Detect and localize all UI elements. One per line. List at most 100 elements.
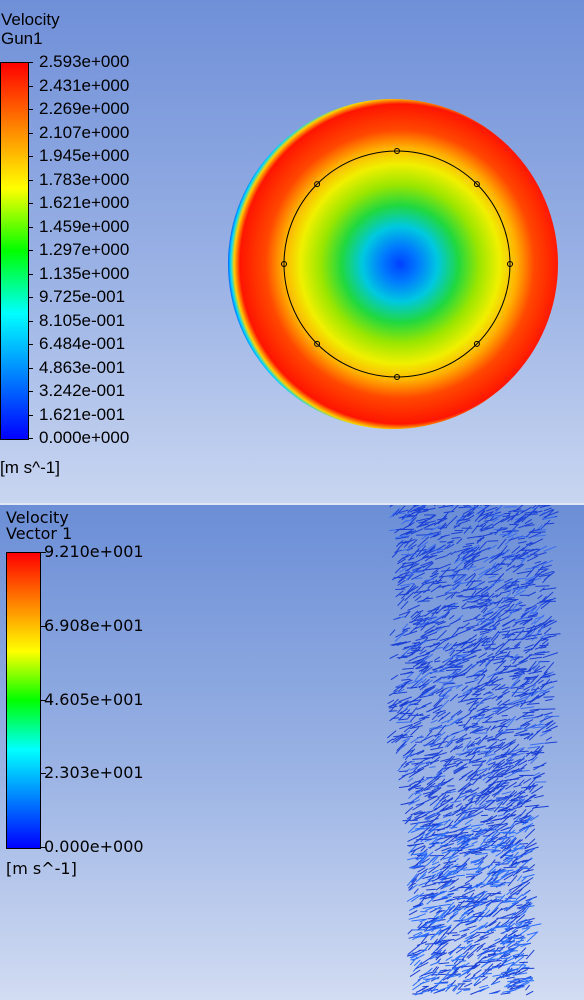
- velocity-vector: [400, 535, 411, 538]
- vector-tick-mark: [40, 552, 46, 553]
- velocity-vector: [450, 800, 462, 804]
- velocity-vector: [412, 757, 428, 760]
- velocity-vector: [472, 969, 482, 976]
- contour-tick-label: 1.459e+000: [39, 216, 130, 236]
- contour-tick-label: 1.135e+000: [39, 263, 130, 283]
- velocity-vector: [447, 541, 454, 544]
- velocity-vector-plot: [386, 505, 561, 996]
- velocity-vector: [496, 797, 508, 803]
- velocity-vector: [442, 766, 451, 773]
- velocity-vector: [490, 980, 501, 986]
- velocity-vector: [512, 953, 522, 957]
- velocity-vector: [440, 911, 449, 921]
- velocity-vector: [435, 952, 448, 959]
- velocity-vector: [451, 819, 463, 828]
- velocity-vector: [496, 779, 509, 790]
- velocity-vector: [452, 575, 460, 584]
- velocity-vector: [426, 926, 435, 932]
- velocity-vector: [529, 742, 545, 746]
- velocity-vector: [501, 549, 511, 557]
- velocity-vector: [494, 962, 502, 968]
- velocity-vector: [516, 699, 525, 708]
- velocity-vector: [442, 762, 457, 767]
- velocity-vector: [480, 585, 493, 595]
- velocity-vector: [477, 734, 488, 746]
- velocity-vector: [527, 746, 540, 749]
- velocity-vector: [452, 649, 464, 658]
- velocity-vector: [455, 683, 463, 689]
- velocity-vector: [497, 761, 513, 769]
- velocity-vector: [463, 804, 473, 814]
- velocity-vector: [507, 979, 521, 989]
- contour-panel: Velocity Gun1 2.593e+000 2.431e+000 2.269e…: [0, 0, 584, 505]
- velocity-vector: [521, 980, 535, 982]
- velocity-vector: [425, 855, 438, 867]
- vector-title-line1: Velocity: [6, 508, 69, 527]
- velocity-vector: [535, 585, 550, 587]
- velocity-vector: [436, 544, 446, 551]
- velocity-vector: [483, 554, 495, 563]
- velocity-vector: [521, 691, 535, 697]
- velocity-vector: [431, 526, 440, 531]
- velocity-vector: [445, 956, 453, 962]
- velocity-vector: [469, 725, 484, 734]
- velocity-vector: [412, 961, 423, 972]
- velocity-vector: [449, 693, 459, 702]
- velocity-vector: [470, 860, 481, 864]
- velocity-vector: [531, 687, 540, 691]
- velocity-vector: [460, 844, 475, 850]
- velocity-vector: [475, 702, 485, 706]
- velocity-vector: [416, 610, 424, 614]
- velocity-vector: [435, 832, 448, 843]
- velocity-vector: [517, 875, 523, 882]
- velocity-vector: [443, 926, 452, 936]
- velocity-vector: [434, 982, 448, 984]
- velocity-vector: [488, 762, 496, 771]
- velocity-vector: [477, 570, 489, 580]
- velocity-vector: [417, 867, 426, 873]
- velocity-vector: [410, 506, 420, 513]
- velocity-vector: [487, 601, 495, 604]
- velocity-vector: [491, 683, 501, 691]
- velocity-vector: [496, 513, 505, 518]
- velocity-vector: [416, 510, 429, 514]
- velocity-vector: [434, 907, 443, 910]
- velocity-vector: [533, 552, 547, 557]
- velocity-vector: [418, 714, 431, 720]
- velocity-vector: [485, 656, 496, 668]
- velocity-vector: [499, 590, 511, 594]
- contour-title: Velocity Gun1: [1, 10, 60, 48]
- velocity-vector: [445, 964, 457, 967]
- velocity-vector: [479, 523, 487, 531]
- velocity-vector: [416, 618, 423, 627]
- velocity-vector: [398, 571, 411, 583]
- velocity-vector: [512, 673, 524, 686]
- velocity-vector: [411, 721, 422, 728]
- velocity-vector: [430, 584, 442, 593]
- velocity-vector: [466, 962, 478, 975]
- velocity-vector: [508, 968, 518, 971]
- velocity-vector: [465, 920, 477, 926]
- velocity-vector: [446, 670, 461, 677]
- velocity-vector: [505, 808, 515, 814]
- velocity-vector: [545, 698, 553, 702]
- vector-panel: Velocity Vector 1 9.210e+001 6.908e+001 4.…: [0, 505, 584, 1000]
- velocity-vector: [439, 807, 454, 813]
- velocity-vector: [411, 572, 426, 581]
- velocity-vector: [453, 662, 462, 668]
- velocity-vector: [466, 909, 474, 916]
- velocity-vector: [436, 933, 445, 944]
- velocity-vector: [475, 642, 481, 650]
- velocity-vector: [513, 616, 528, 622]
- velocity-vector: [473, 613, 481, 620]
- velocity-vector: [531, 785, 544, 795]
- velocity-vector: [458, 783, 473, 792]
- velocity-vector: [491, 518, 505, 527]
- velocity-vector: [412, 949, 422, 955]
- velocity-vector: [487, 540, 499, 542]
- velocity-vector: [539, 599, 551, 603]
- velocity-vector: [519, 808, 527, 817]
- velocity-vector: [409, 969, 421, 978]
- velocity-vector: [525, 877, 534, 883]
- velocity-vector: [487, 652, 494, 658]
